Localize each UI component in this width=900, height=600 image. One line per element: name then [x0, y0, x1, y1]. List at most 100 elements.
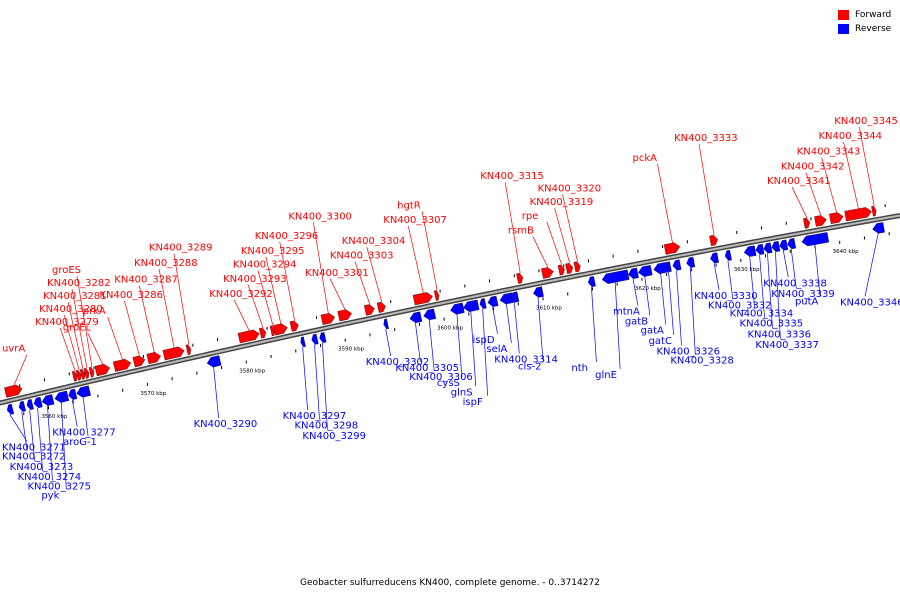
gene-leader-line — [21, 411, 28, 451]
forward-gene-kn400_3343[interactable] — [829, 212, 844, 224]
forward-gene-kn400_3289[interactable] — [185, 344, 192, 355]
reverse-gene-kn400_3314[interactable] — [510, 291, 520, 303]
reverse-gene-kn400_3305[interactable] — [409, 311, 423, 324]
forward-gene-kn400_3304[interactable] — [376, 301, 387, 313]
genome-caption: Geobacter sulfurreducens KN400, complete… — [300, 578, 600, 588]
forward-gene-kn400_3345[interactable] — [871, 205, 877, 217]
reverse-gene-glns[interactable] — [462, 299, 480, 313]
reverse-gene-mtna[interactable] — [627, 267, 639, 280]
gene-leader-line — [87, 333, 104, 365]
reverse-gene-gata[interactable] — [653, 261, 669, 275]
forward-gene-groes[interactable] — [88, 366, 95, 378]
gene-leader-line — [13, 354, 28, 386]
reverse-gene-kn400_3273[interactable] — [26, 399, 34, 410]
reverse-gene-kn400_3334[interactable] — [743, 245, 757, 258]
gene-leader-line — [513, 302, 520, 354]
forward-gene-kn400_3292[interactable] — [237, 329, 261, 344]
reverse-gene-label-glns: glnS — [451, 387, 473, 398]
forward-gene-groel[interactable] — [94, 363, 111, 377]
reverse-gene-ispd[interactable] — [487, 295, 499, 308]
reverse-gene-kn400_3275[interactable] — [41, 394, 55, 406]
reverse-gene-label-kn400_3272: KN400_3272 — [2, 452, 66, 463]
gene-leader-line — [37, 407, 43, 471]
forward-gene-kn400_3281[interactable] — [79, 369, 86, 380]
forward-gene-kn400_3341[interactable] — [803, 217, 810, 229]
forward-gene-label-kn400_3333: KN400_3333 — [674, 133, 738, 144]
reverse-gene-pyk[interactable] — [54, 390, 70, 404]
gene-leader-line — [532, 236, 549, 268]
reverse-gene-kn400_3336[interactable] — [763, 242, 773, 254]
reverse-gene-gatc[interactable] — [666, 261, 672, 273]
reverse-gene-gatb[interactable] — [637, 265, 653, 277]
forward-gene-uvra[interactable] — [4, 384, 23, 398]
forward-gene-kn400_3300[interactable] — [320, 312, 336, 325]
forward-gene-kn400_3279[interactable] — [71, 370, 78, 382]
forward-gene-kn400_3333[interactable] — [709, 235, 719, 246]
forward-gene-kn400_3296[interactable] — [289, 320, 300, 332]
reverse-gene-kn400_3339[interactable] — [787, 238, 797, 250]
reverse-gene-kn400_3330[interactable] — [709, 252, 719, 264]
reverse-gene-kn400_3274[interactable] — [33, 396, 43, 409]
forward-gene-kn400_3303[interactable] — [364, 304, 375, 316]
forward-gene-kn400_3288[interactable] — [162, 346, 186, 361]
forward-gene-kn400_3307[interactable] — [412, 291, 434, 306]
reverse-gene-cls-2[interactable] — [532, 286, 544, 299]
gene-leader-line — [504, 182, 521, 274]
forward-gene-kn400_3301[interactable] — [337, 309, 353, 322]
reverse-gene-kn400_3272[interactable] — [18, 400, 26, 412]
reverse-gene-label-kn400_3334: KN400_3334 — [730, 309, 794, 320]
scale-tick-label: 3580 kbp — [239, 368, 265, 374]
reverse-gene-kn400_3302[interactable] — [383, 318, 389, 330]
scale-tick-label: 3620 kbp — [635, 286, 661, 292]
forward-gene-kn400_3342[interactable] — [814, 215, 827, 227]
forward-gene-kn400_3319[interactable] — [565, 263, 574, 274]
reverse-gene-label-gata: gatA — [641, 325, 664, 336]
reverse-gene-puta[interactable] — [801, 232, 830, 247]
scale-tick-label: 3630 kbp — [734, 267, 760, 273]
forward-gene-kn400_3344[interactable] — [844, 207, 873, 222]
reverse-gene-cyss[interactable] — [449, 302, 465, 315]
reverse-gene-kn400_3346[interactable] — [872, 222, 885, 234]
reverse-gene-kn400_3306[interactable] — [423, 308, 436, 321]
forward-gene-kn400_3294[interactable] — [269, 325, 276, 337]
reverse-gene-kn400_3335[interactable] — [755, 243, 765, 255]
reverse-gene-arog-1[interactable] — [75, 385, 91, 399]
forward-gene-label-prka: prkA — [83, 306, 106, 317]
forward-gene-kn400_3295[interactable] — [273, 323, 288, 336]
reverse-gene-kn400_3290[interactable] — [206, 355, 222, 369]
gene-leader-line — [775, 251, 781, 339]
reverse-gene-kn400_3271[interactable] — [6, 403, 15, 415]
forward-gene-kn400_3286[interactable] — [132, 355, 146, 368]
gene-leader-line — [759, 254, 765, 318]
reverse-gene-label-kn400_3306: KN400_3306 — [409, 372, 473, 383]
forward-gene-kn400_3287[interactable] — [146, 351, 162, 365]
gene-leader-line — [60, 402, 67, 490]
reverse-gene-kn400_3277[interactable] — [67, 388, 78, 400]
forward-gene-rpe[interactable] — [557, 264, 566, 276]
reverse-gene-kn400_3297[interactable] — [300, 336, 306, 348]
forward-gene-kn400_3280[interactable] — [75, 370, 82, 381]
reverse-gene-kn400_3328[interactable] — [686, 256, 696, 268]
reverse-gene-ispf[interactable] — [479, 298, 487, 309]
forward-gene-kn400_3320[interactable] — [573, 261, 582, 273]
reverse-gene-label-kn400_3305: KN400_3305 — [395, 363, 459, 374]
forward-gene-prka[interactable] — [112, 358, 132, 372]
reverse-gene-kn400_3298[interactable] — [311, 333, 319, 345]
gene-leader-line — [492, 306, 498, 334]
reverse-gene-kn400_3326[interactable] — [672, 259, 682, 271]
forward-gene-kn400_3293[interactable] — [259, 327, 267, 339]
reverse-gene-kn400_3332[interactable] — [724, 249, 732, 261]
reverse-gene-label-cyss: cysS — [437, 378, 460, 389]
forward-gene-kn400_3282[interactable] — [83, 368, 90, 379]
reverse-gene-kn400_3337[interactable] — [771, 241, 781, 252]
scale-tick-label: 3560 kbp — [41, 414, 67, 420]
reverse-gene-kn400_3299[interactable] — [319, 332, 327, 343]
forward-gene-kn400_3315[interactable] — [516, 272, 524, 284]
forward-gene-rsmb[interactable] — [541, 266, 554, 279]
forward-gene-hgtr[interactable] — [433, 290, 440, 301]
reverse-gene-label-kn400_3330: KN400_3330 — [694, 291, 758, 302]
forward-gene-pcka[interactable] — [663, 242, 681, 255]
reverse-gene-kn400_3338[interactable] — [779, 239, 789, 251]
reverse-gene-nth[interactable] — [587, 276, 596, 288]
reverse-gene-glne[interactable] — [601, 269, 630, 285]
